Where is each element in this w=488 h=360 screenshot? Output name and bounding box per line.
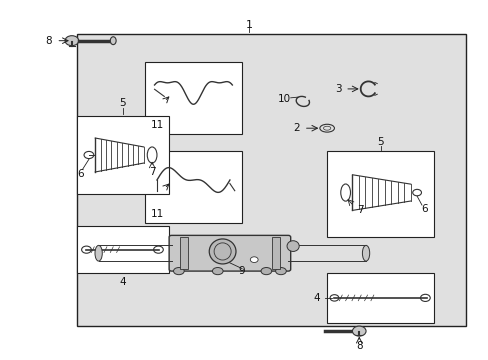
Text: 8: 8 — [45, 36, 52, 46]
Ellipse shape — [286, 241, 299, 251]
Ellipse shape — [212, 267, 223, 275]
Text: 7: 7 — [356, 205, 363, 215]
Text: 5: 5 — [120, 98, 126, 108]
Text: 4: 4 — [312, 293, 319, 303]
Circle shape — [65, 36, 79, 46]
Ellipse shape — [209, 239, 236, 264]
Text: 11: 11 — [150, 209, 164, 219]
Text: 5: 5 — [377, 138, 383, 148]
Bar — [326, 273, 433, 323]
Text: 10: 10 — [277, 94, 290, 104]
Circle shape — [352, 326, 366, 336]
Ellipse shape — [95, 246, 102, 261]
Text: 11: 11 — [150, 120, 164, 130]
Text: 1: 1 — [245, 19, 252, 30]
Text: 6: 6 — [77, 168, 84, 179]
Text: 4: 4 — [120, 277, 126, 287]
Ellipse shape — [110, 37, 116, 45]
Bar — [272, 237, 280, 269]
Circle shape — [250, 257, 258, 262]
Text: 7: 7 — [148, 167, 155, 177]
FancyBboxPatch shape — [169, 235, 290, 271]
Ellipse shape — [362, 246, 369, 261]
Text: 3: 3 — [334, 84, 341, 94]
Text: 9: 9 — [238, 266, 245, 276]
Ellipse shape — [261, 267, 271, 275]
Ellipse shape — [173, 267, 184, 275]
Bar — [77, 226, 169, 273]
Text: 6: 6 — [420, 204, 427, 214]
Bar — [144, 152, 242, 223]
Bar — [144, 62, 242, 134]
Bar — [77, 33, 465, 327]
Bar — [326, 152, 433, 237]
Text: 8: 8 — [355, 341, 362, 351]
Bar — [77, 116, 169, 194]
Text: 2: 2 — [293, 123, 300, 133]
Bar — [180, 237, 187, 269]
Ellipse shape — [275, 267, 286, 275]
